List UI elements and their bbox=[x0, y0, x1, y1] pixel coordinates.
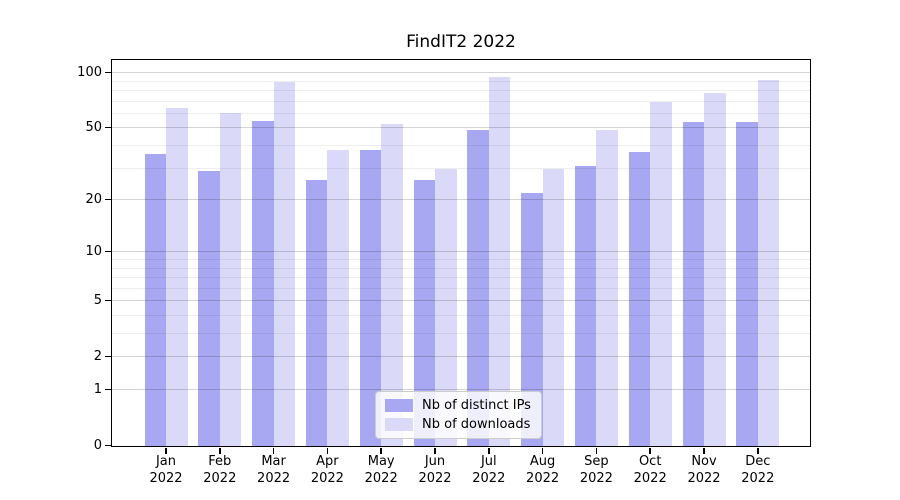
x-tick-feb bbox=[219, 448, 221, 454]
x-tick-label-jan: Jan 2022 bbox=[149, 454, 183, 486]
bar-jun-ips bbox=[413, 179, 435, 446]
plot-inner: 0 1 2 5 10 20 50 100 Jan 2022 Feb 2022 Mar 2022 Apr 202… bbox=[77, 60, 810, 486]
bar-nov-ips bbox=[682, 122, 704, 446]
x-tick-apr bbox=[326, 448, 329, 454]
bar-apr-downloads bbox=[327, 150, 349, 446]
y-tick-0 bbox=[105, 444, 112, 446]
x-tick-label-jul: Jul 2022 bbox=[472, 454, 506, 486]
y-tick-100 bbox=[105, 71, 112, 74]
bar-oct-downloads bbox=[650, 101, 672, 446]
x-tick-jun bbox=[434, 448, 436, 454]
bar-apr-ips bbox=[305, 179, 328, 446]
y-gridline-minor-90 bbox=[112, 80, 810, 82]
x-tick-label-dec: Dec 2022 bbox=[741, 454, 775, 486]
bar-mar-downloads bbox=[273, 81, 296, 446]
bar-feb-downloads bbox=[219, 112, 242, 446]
bar-jan-downloads bbox=[166, 107, 188, 446]
x-tick-may bbox=[380, 448, 382, 454]
x-tick-label-mar: Mar 2022 bbox=[257, 454, 291, 486]
bar-sep-ips bbox=[574, 166, 597, 446]
bar-may-ips bbox=[359, 150, 382, 446]
x-tick-label-may: May 2022 bbox=[364, 454, 398, 486]
bar-jul-ips bbox=[467, 130, 489, 446]
bar-nov-downloads bbox=[704, 93, 726, 446]
x-tick-label-jun: Jun 2022 bbox=[418, 454, 452, 486]
legend-label-downloads: Nb of downloads bbox=[422, 417, 531, 432]
y-tick-1 bbox=[105, 388, 112, 390]
y-gridline-minor-80 bbox=[112, 90, 810, 92]
x-tick-label-feb: Feb 2022 bbox=[203, 454, 237, 486]
x-tick-label-apr: Apr 2022 bbox=[310, 454, 344, 486]
y-tick-label-50: 50 bbox=[85, 119, 102, 135]
bar-sep-downloads bbox=[596, 130, 618, 446]
legend-item-distinct-ips: Nb of distinct IPs bbox=[385, 398, 531, 413]
y-tick-20 bbox=[105, 198, 112, 201]
y-tick-2 bbox=[105, 355, 112, 358]
bar-dec-ips bbox=[736, 122, 758, 446]
bar-feb-ips bbox=[198, 171, 220, 446]
y-tick-10 bbox=[105, 250, 112, 253]
chart-title: FindIT2 2022 bbox=[406, 32, 516, 52]
legend-swatch-distinct-ips bbox=[385, 399, 413, 412]
y-tick-50 bbox=[105, 126, 112, 129]
bar-aug-downloads bbox=[542, 168, 565, 446]
bar-may-downloads bbox=[381, 123, 403, 446]
y-tick-label-0: 0 bbox=[93, 437, 102, 453]
x-tick-jul bbox=[488, 448, 490, 454]
x-tick-oct bbox=[649, 448, 651, 454]
x-tick-jan bbox=[165, 448, 167, 454]
bar-jul-downloads bbox=[488, 77, 511, 446]
legend-swatch-downloads bbox=[385, 418, 413, 431]
legend-item-downloads: Nb of downloads bbox=[385, 417, 531, 432]
y-tick-label-20: 20 bbox=[85, 191, 102, 207]
x-tick-dec bbox=[757, 448, 759, 454]
x-tick-label-nov: Nov 2022 bbox=[687, 454, 721, 486]
y-tick-label-5: 5 bbox=[93, 292, 102, 308]
bar-dec-downloads bbox=[757, 79, 780, 446]
x-tick-sep bbox=[595, 448, 598, 454]
x-tick-label-oct: Oct 2022 bbox=[633, 454, 667, 486]
plot-area: 0 1 2 5 10 20 50 100 Jan 2022 Feb 2022 Mar 2022 Apr 202… bbox=[77, 59, 811, 486]
y-tick-label-1: 1 bbox=[93, 381, 102, 397]
bar-mar-ips bbox=[252, 120, 274, 446]
bar-jan-ips bbox=[144, 154, 166, 446]
x-tick-label-sep: Sep 2022 bbox=[579, 454, 613, 486]
legend-label-distinct-ips: Nb of distinct IPs bbox=[422, 398, 531, 413]
y-tick-label-2: 2 bbox=[93, 348, 102, 364]
x-tick-aug bbox=[541, 448, 544, 454]
x-tick-label-aug: Aug 2022 bbox=[526, 454, 560, 486]
legend: Nb of distinct IPs Nb of downloads bbox=[375, 391, 542, 439]
bar-aug-ips bbox=[521, 192, 543, 446]
y-gridline-100 bbox=[112, 72, 810, 74]
y-tick-5 bbox=[105, 299, 112, 302]
x-tick-mar bbox=[272, 448, 275, 454]
y-tick-label-10: 10 bbox=[85, 243, 102, 259]
bar-jun-downloads bbox=[435, 168, 457, 446]
y-tick-label-100: 100 bbox=[77, 64, 102, 80]
bar-oct-ips bbox=[628, 152, 651, 446]
x-tick-nov bbox=[703, 448, 705, 454]
